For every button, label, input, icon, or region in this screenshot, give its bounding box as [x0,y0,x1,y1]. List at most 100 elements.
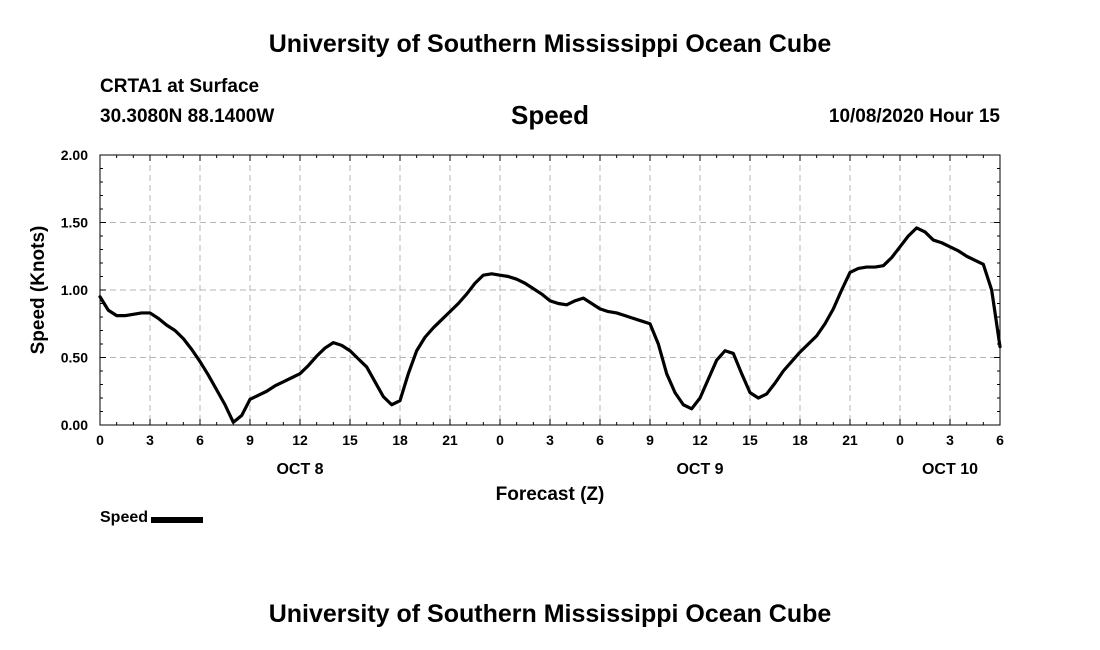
data-point [924,231,926,233]
chart-series [98,226,1002,424]
data-point [449,310,451,313]
data-point [415,349,418,352]
data-point [332,341,335,344]
data-point [932,239,935,241]
data-point [249,398,251,401]
data-point [740,372,743,375]
data-point [149,312,151,314]
data-point [324,347,326,349]
data-point [174,329,176,332]
data-point [649,322,651,325]
data-point [465,293,468,295]
x-tick-label: 15 [342,432,358,448]
data-point [615,312,618,314]
data-point [515,278,518,281]
data-point [99,295,101,298]
data-point [707,378,710,380]
data-point [424,336,426,339]
page-title: University of Southern Mississippi Ocean… [268,30,832,58]
data-point [407,372,410,375]
data-point [782,370,785,372]
y-tick-label: 1.00 [61,282,88,298]
data-point [807,343,810,345]
data-point [199,360,201,363]
data-point [640,320,643,322]
data-point [390,403,393,406]
legend-label: Speed [100,509,149,526]
data-point [374,380,376,383]
data-point [115,314,118,317]
data-point [865,266,868,268]
x-tick-label: 9 [246,432,254,448]
data-point [557,302,560,305]
data-point [682,403,685,406]
data-point [207,374,210,376]
data-point [349,349,351,352]
x-tick-label: 3 [146,432,154,448]
data-point [749,391,751,394]
data-point [574,299,576,302]
data-point [565,303,568,306]
x-tick-label: 3 [546,432,554,448]
data-point [815,335,818,337]
data-point [532,287,535,290]
data-point [832,308,835,310]
data-point [140,312,143,314]
x-tick-label: 18 [792,432,808,448]
y-tick-label: 2.00 [61,147,88,163]
data-point [949,245,951,248]
data-point [340,344,343,347]
data-point [824,322,826,325]
x-tick-label: 12 [692,432,708,448]
data-point [882,264,885,267]
data-point [774,382,776,385]
x-tick-label: 21 [442,432,458,448]
data-point [690,407,693,410]
x-tick-label: 0 [96,432,104,448]
station-label: CRTA1 at Surface [100,76,260,97]
chart-grid [100,155,1000,425]
data-point [607,310,610,313]
data-point [732,352,735,355]
x-axis-title: Forecast (Z) [496,484,605,505]
y-axis-title: Speed (Knots) [28,226,49,355]
y-tick-label: 1.50 [61,215,88,231]
data-point [224,403,226,406]
x-tick-label: 0 [896,432,904,448]
data-point [274,384,276,387]
data-point [765,393,768,395]
data-point [265,390,268,393]
data-point [974,259,976,262]
date-label: OCT 10 [922,461,978,478]
data-point [549,299,551,302]
data-point [157,317,160,320]
data-point [757,397,760,399]
x-tick-label: 3 [946,432,954,448]
data-point [382,395,385,398]
data-point [799,351,801,353]
x-tick-label: 18 [392,432,408,448]
data-point [915,227,918,229]
data-point [840,289,843,291]
data-point [290,376,293,379]
data-point [482,274,485,277]
x-tick-label: 6 [996,432,1004,448]
x-tick-label: 0 [496,432,504,448]
date-label: OCT 9 [676,461,723,478]
data-point [699,397,701,399]
data-point [890,256,893,259]
data-point [524,282,526,285]
date-label: OCT 8 [276,461,323,478]
data-point [232,421,235,424]
x-tick-label: 12 [292,432,308,448]
data-point [874,266,876,268]
x-tick-label: 9 [646,432,654,448]
data-point [999,345,1001,348]
data-point [132,313,135,316]
chart-axes [99,154,1001,426]
x-tick-label: 6 [596,432,604,448]
data-point [632,317,635,320]
data-point [790,360,793,363]
data-point [474,282,476,285]
